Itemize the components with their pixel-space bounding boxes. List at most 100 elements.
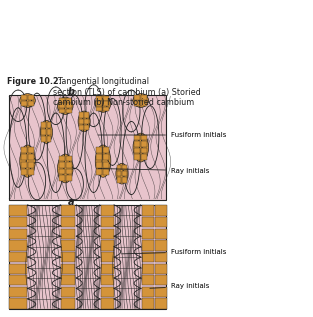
Bar bbox=[28, 154, 34, 160]
Bar bbox=[9, 95, 166, 200]
Bar bbox=[155, 240, 167, 250]
Bar bbox=[96, 169, 102, 175]
Ellipse shape bbox=[40, 120, 53, 143]
Bar bbox=[100, 275, 114, 285]
Bar bbox=[61, 263, 75, 274]
Bar bbox=[117, 165, 121, 170]
Bar bbox=[59, 109, 65, 113]
Text: b: b bbox=[68, 87, 75, 97]
Bar bbox=[134, 94, 140, 100]
Bar bbox=[100, 252, 114, 262]
Bar bbox=[47, 136, 51, 142]
Ellipse shape bbox=[95, 145, 111, 177]
Bar bbox=[141, 148, 147, 153]
Bar bbox=[155, 217, 167, 227]
Ellipse shape bbox=[78, 111, 90, 132]
Bar bbox=[155, 298, 167, 309]
Bar bbox=[100, 217, 114, 227]
Bar bbox=[66, 175, 72, 181]
Bar bbox=[155, 275, 167, 285]
Bar bbox=[96, 101, 102, 106]
Text: Fusiform initials: Fusiform initials bbox=[121, 249, 226, 255]
Text: Fusiform initials: Fusiform initials bbox=[98, 132, 226, 138]
Bar bbox=[100, 229, 114, 239]
Bar bbox=[96, 154, 102, 160]
Bar bbox=[28, 94, 34, 100]
Bar bbox=[21, 101, 27, 106]
Bar bbox=[142, 252, 154, 262]
Text: Figure 10.2:: Figure 10.2: bbox=[7, 77, 62, 86]
Ellipse shape bbox=[58, 97, 73, 114]
Bar bbox=[59, 162, 65, 168]
Text: Ray initials: Ray initials bbox=[98, 168, 209, 173]
Bar bbox=[61, 252, 75, 262]
Bar bbox=[61, 229, 75, 239]
Bar bbox=[21, 154, 27, 160]
Bar bbox=[142, 275, 154, 285]
Bar bbox=[142, 287, 154, 297]
Bar bbox=[134, 101, 140, 106]
Bar bbox=[47, 122, 51, 128]
Bar bbox=[59, 175, 65, 181]
Bar bbox=[104, 154, 110, 160]
Bar bbox=[117, 177, 121, 183]
Bar bbox=[155, 263, 167, 274]
Bar bbox=[9, 287, 28, 297]
Bar bbox=[104, 101, 110, 106]
Bar bbox=[142, 240, 154, 250]
Bar bbox=[142, 205, 154, 216]
Bar bbox=[142, 229, 154, 239]
Bar bbox=[104, 162, 110, 168]
Bar bbox=[59, 156, 65, 161]
Bar bbox=[142, 217, 154, 227]
Bar bbox=[100, 205, 114, 216]
Bar bbox=[28, 169, 34, 175]
Ellipse shape bbox=[20, 145, 35, 177]
Ellipse shape bbox=[116, 163, 128, 184]
Bar bbox=[96, 162, 102, 168]
Bar bbox=[141, 135, 147, 140]
Bar bbox=[79, 113, 84, 118]
Ellipse shape bbox=[58, 154, 73, 183]
Bar bbox=[117, 171, 121, 176]
Bar bbox=[28, 147, 34, 153]
Bar bbox=[59, 169, 65, 174]
Bar bbox=[134, 141, 140, 147]
Bar bbox=[28, 162, 34, 168]
Bar bbox=[134, 148, 140, 153]
Bar bbox=[59, 98, 65, 103]
Bar bbox=[141, 101, 147, 106]
Bar bbox=[41, 122, 46, 128]
Bar bbox=[41, 129, 46, 135]
Bar bbox=[142, 298, 154, 309]
Bar bbox=[100, 287, 114, 297]
Bar bbox=[134, 154, 140, 160]
Bar bbox=[41, 136, 46, 142]
Bar bbox=[155, 229, 167, 239]
Bar bbox=[141, 94, 147, 100]
Bar bbox=[9, 217, 28, 227]
Bar bbox=[21, 162, 27, 168]
Bar bbox=[142, 263, 154, 274]
Bar bbox=[85, 113, 89, 118]
Bar bbox=[66, 109, 72, 113]
Text: Ray initials: Ray initials bbox=[150, 283, 209, 289]
Bar bbox=[141, 154, 147, 160]
Bar bbox=[85, 125, 89, 130]
Bar bbox=[61, 205, 75, 216]
Bar bbox=[9, 229, 28, 239]
Bar bbox=[9, 240, 28, 250]
Bar bbox=[134, 135, 140, 140]
Bar bbox=[61, 217, 75, 227]
Ellipse shape bbox=[20, 94, 35, 107]
Bar bbox=[155, 205, 167, 216]
Bar bbox=[104, 107, 110, 111]
Bar bbox=[79, 119, 84, 124]
Text: Tangential longitudinal
section (TLS) of cambium (a) Storied
cambium (b) Non-sto: Tangential longitudinal section (TLS) of… bbox=[54, 77, 201, 107]
Text: a: a bbox=[68, 197, 75, 207]
Bar bbox=[9, 252, 28, 262]
Ellipse shape bbox=[133, 133, 149, 162]
Bar bbox=[122, 171, 127, 176]
Bar bbox=[28, 101, 34, 106]
Bar bbox=[79, 125, 84, 130]
